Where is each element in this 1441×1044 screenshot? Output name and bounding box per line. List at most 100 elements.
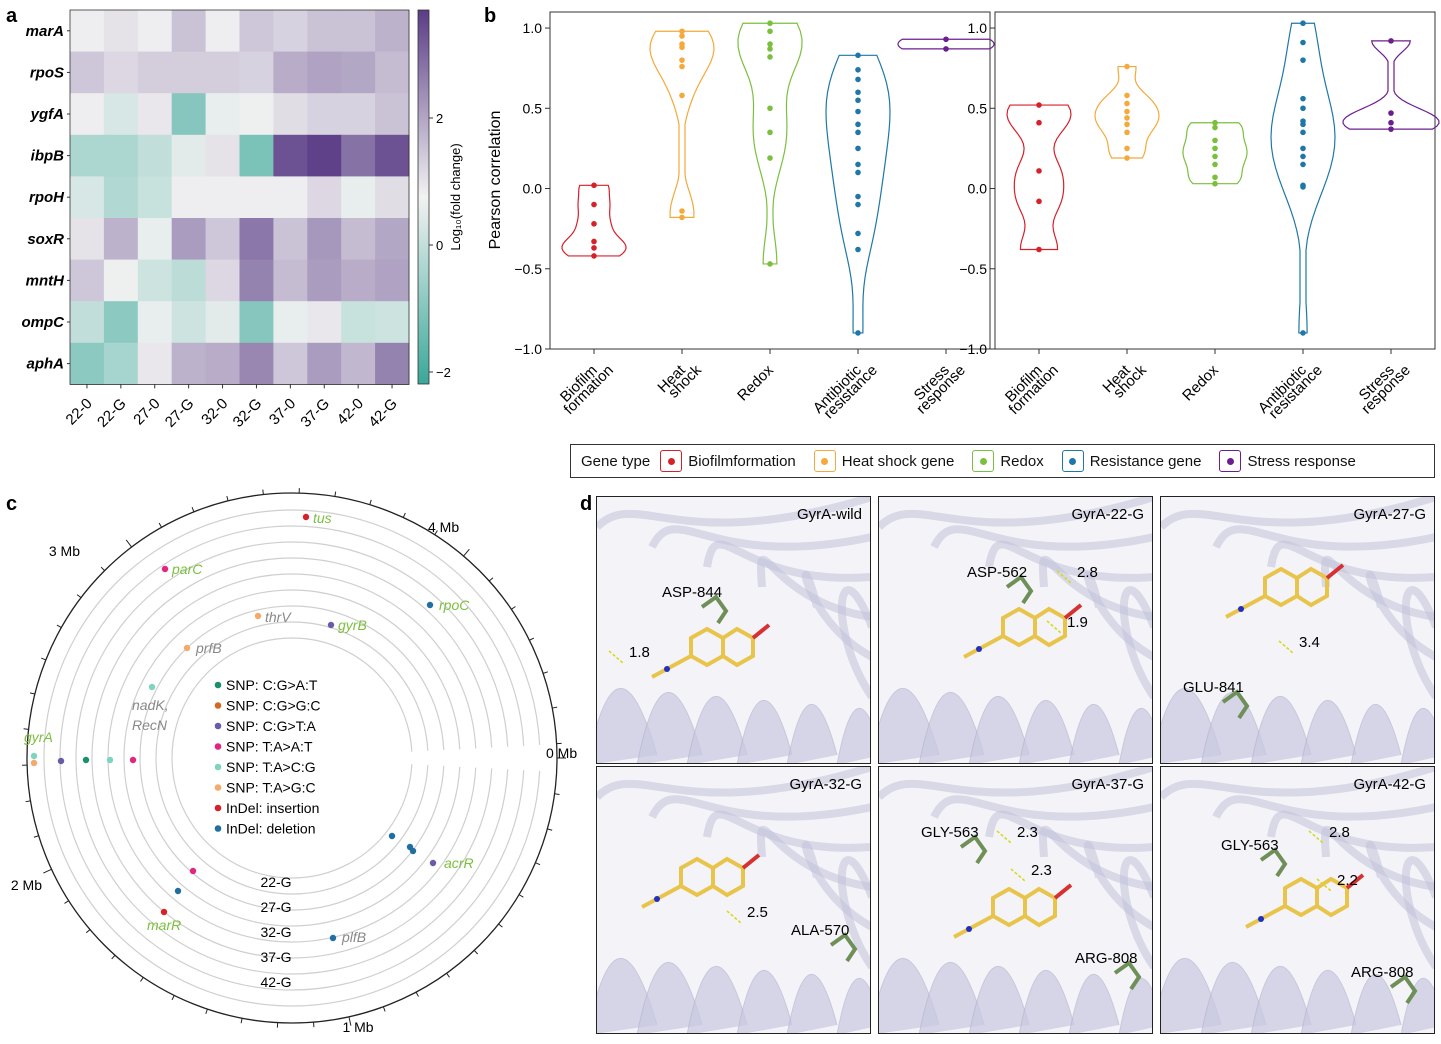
heatmap-cell: [137, 301, 173, 344]
violin-point: [1300, 153, 1306, 160]
heatmap-col-label: 22-G: [94, 395, 130, 431]
residue-stick: [1005, 574, 1034, 605]
violin-point: [767, 129, 773, 136]
mutation-dot: [174, 887, 182, 895]
heatmap-cell: [70, 93, 105, 136]
docking-title: GyrA-22-G: [1071, 506, 1144, 523]
legend-label: Biofilmformation: [688, 452, 796, 470]
heatmap-cell: [137, 176, 173, 219]
heatmap-cell: [70, 10, 105, 53]
violin-point: [1388, 110, 1394, 116]
violin-xtick: Redox: [1179, 361, 1222, 404]
heatmap-cell: [103, 51, 139, 94]
docking-panel: d GyrA-wild ASP-844 1.8 GyrA-22-G ASP-562 2.8…: [580, 486, 1441, 1044]
mutation-dot: [183, 644, 191, 652]
violin-point: [855, 76, 861, 83]
heatmap-cell: [273, 51, 308, 94]
mutation-dot: [189, 867, 197, 875]
violin-point: [1300, 105, 1306, 112]
residue-label: ARG-808: [1351, 964, 1414, 981]
heatmap-cell: [205, 259, 240, 302]
legend-label: Resistance gene: [1089, 452, 1202, 470]
violin-point: [591, 201, 597, 208]
violin-point: [855, 97, 861, 104]
violin-ytick: −0.5: [514, 261, 542, 277]
mutation-dot: [409, 847, 417, 855]
violin-point: [855, 201, 861, 208]
distance-label: 3.4: [1299, 634, 1320, 651]
genome-ring: [107, 573, 477, 943]
legend-label: Heat shock gene: [841, 452, 955, 470]
circos-legend-dot: [214, 784, 222, 791]
docking-svg: GyrA-37-G GLY-563 ARG-808 2.3 2.3: [879, 767, 1152, 1033]
heatmap-cell: [239, 218, 274, 261]
colorbar-tick: 0: [436, 238, 443, 253]
heatmap-cell: [205, 301, 240, 344]
heatmap-row-label: aphA: [27, 356, 65, 373]
heatmap-cell: [70, 301, 105, 344]
residue-stick: [1113, 960, 1142, 991]
heatmap-cell: [375, 342, 410, 385]
ligand-ring: [711, 856, 745, 898]
heatmap-cell: [341, 134, 376, 177]
heatmap-cell: [171, 301, 207, 344]
heatmap-cell: [375, 93, 410, 136]
distance-label: 1.8: [629, 644, 650, 661]
residue-label: ARG-808: [1075, 950, 1138, 967]
distance-label: 1.9: [1067, 614, 1088, 631]
heatmap-col-label: 37-0: [266, 395, 299, 428]
ligand-ring: [1001, 606, 1037, 648]
heatmap-cell: [171, 93, 207, 136]
violin-ytick: 0.5: [523, 100, 543, 116]
gene-label: prfB: [195, 640, 222, 656]
violin-ytick: −1.0: [514, 341, 542, 357]
ligand-ring: [1033, 606, 1067, 648]
violin-point: [679, 92, 685, 99]
violin-point: [1036, 168, 1042, 174]
heatmap-cell: [239, 10, 274, 53]
mutation-dot: [82, 756, 90, 764]
heatmap-cell: [103, 301, 139, 344]
ring-label: 32-G: [260, 924, 291, 940]
violin-ytick: 0.0: [968, 181, 988, 197]
heatmap-cell: [103, 218, 139, 261]
gene-label: acrR: [444, 855, 474, 871]
violin-point: [1036, 246, 1042, 253]
heatmap-cell: [307, 176, 342, 219]
mb-label: 2 Mb: [11, 877, 42, 893]
heatmap-cell: [137, 93, 173, 136]
violin-point: [1124, 145, 1130, 152]
violin-ylabel: Pearson correlation: [487, 111, 504, 250]
ligand-ring: [1023, 886, 1057, 928]
heatmap-cell: [307, 342, 342, 385]
heatmap-cell: [70, 342, 105, 385]
circos-panel: c 0 Mb 1 Mb 2 Mb 3 Mb 4 Mb tus parC rpoC thrV gyr…: [6, 488, 577, 1035]
residue-label: GLY-563: [921, 824, 979, 841]
violin-point: [767, 41, 773, 47]
violin-point: [943, 36, 949, 43]
legend-title: Gene type: [581, 452, 651, 470]
gene-label: marR: [147, 917, 181, 933]
docking-view: GyrA-22-G ASP-562 2.8 1.9: [878, 496, 1153, 764]
heatmap-cell: [341, 51, 376, 94]
heatmap-cell: [137, 134, 173, 177]
circos-legend-dot: [214, 702, 222, 709]
gene-label: gyrA: [24, 729, 53, 745]
heatmap-cell: [273, 134, 308, 177]
heatmap-cell: [70, 134, 105, 177]
heatmap-cell: [239, 301, 274, 344]
residue-label: ASP-844: [662, 584, 722, 601]
violin-point: [1036, 198, 1042, 205]
violin-point: [767, 261, 773, 267]
heatmap-cell: [239, 134, 274, 177]
violin-point: [1300, 330, 1306, 336]
violin-point: [855, 161, 861, 168]
residue-stick: [700, 594, 729, 625]
docking-title: GyrA-32-G: [789, 776, 862, 793]
gene-label: plfB: [341, 929, 366, 945]
violin-shape: [1182, 122, 1248, 185]
heatmap-cell: [375, 134, 410, 177]
heatmap-row-label: marA: [26, 23, 64, 40]
violin-point: [1212, 119, 1218, 126]
